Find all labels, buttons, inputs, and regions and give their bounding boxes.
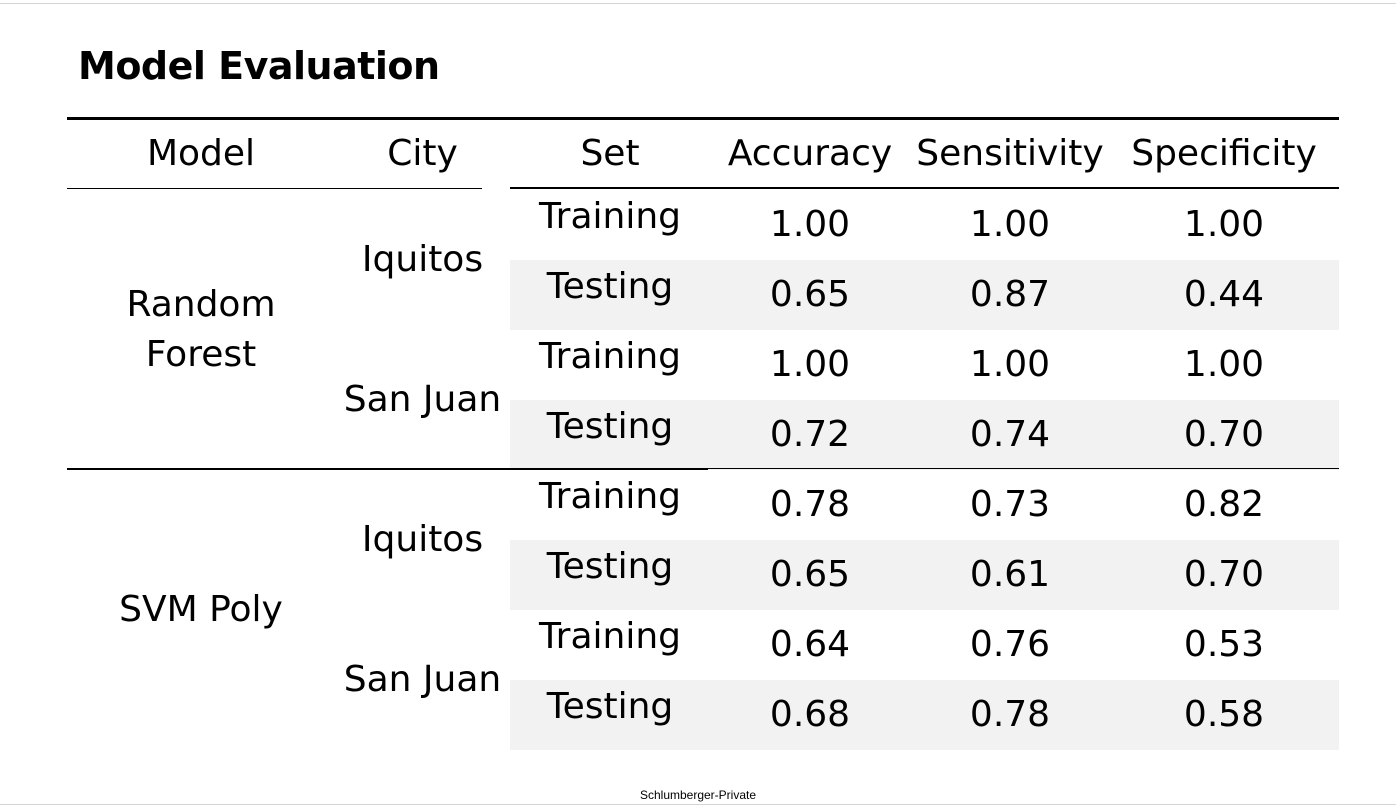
value-specificity: 0.58 <box>1183 694 1265 735</box>
column-header-model: Model <box>146 133 256 174</box>
row-shading <box>510 540 1339 610</box>
value-sensitivity: 0.73 <box>969 484 1051 525</box>
value-specificity: 0.70 <box>1183 414 1265 455</box>
value-sensitivity: 0.78 <box>969 694 1051 735</box>
model-name-line: Random <box>126 284 276 325</box>
set-label: Training <box>538 196 682 237</box>
model-name-line: Forest <box>145 334 257 375</box>
value-sensitivity: 0.76 <box>969 624 1051 665</box>
value-specificity: 0.82 <box>1183 484 1265 525</box>
group-separator <box>67 468 1339 469</box>
value-sensitivity: 1.00 <box>969 344 1051 385</box>
header-bottom-rule <box>67 188 482 189</box>
city-name: San Juan <box>343 659 502 700</box>
value-accuracy: 0.78 <box>769 484 851 525</box>
group-separator <box>67 469 708 470</box>
city-name: Iquitos <box>361 519 484 560</box>
column-header-specificity: Specificity <box>1131 133 1317 174</box>
set-label: Testing <box>546 266 674 307</box>
value-specificity: 1.00 <box>1183 344 1265 385</box>
value-sensitivity: 0.61 <box>969 554 1051 595</box>
row-shading <box>510 400 1339 470</box>
value-specificity: 0.53 <box>1183 624 1265 665</box>
set-label: Testing <box>546 686 674 727</box>
value-accuracy: 1.00 <box>769 344 851 385</box>
value-specificity: 0.70 <box>1183 554 1265 595</box>
value-accuracy: 1.00 <box>769 204 851 245</box>
value-specificity: 1.00 <box>1183 204 1265 245</box>
page-title: Model Evaluation <box>78 44 440 88</box>
column-header-set: Set <box>580 133 640 174</box>
set-label: Training <box>538 616 682 657</box>
value-accuracy: 0.72 <box>769 414 851 455</box>
set-label: Training <box>538 336 682 377</box>
column-header-sensitivity: Sensitivity <box>916 133 1104 174</box>
classification-footer: Schlumberger-Private <box>639 788 757 802</box>
city-name: Iquitos <box>361 239 484 280</box>
value-sensitivity: 0.87 <box>969 274 1051 315</box>
model-name: Random Forest <box>67 190 335 470</box>
set-label: Testing <box>546 406 674 447</box>
value-accuracy: 0.68 <box>769 694 851 735</box>
value-accuracy: 0.64 <box>769 624 851 665</box>
column-header-accuracy: Accuracy <box>727 133 893 174</box>
city-name: San Juan <box>343 379 502 420</box>
header-bottom-rule <box>510 187 1339 189</box>
value-accuracy: 0.65 <box>769 274 851 315</box>
row-shading <box>510 260 1339 330</box>
model-name-line: SVM Poly <box>119 589 283 630</box>
set-label: Testing <box>546 546 674 587</box>
set-label: Training <box>538 476 682 517</box>
top-border <box>0 3 1396 4</box>
value-accuracy: 0.65 <box>769 554 851 595</box>
value-specificity: 0.44 <box>1183 274 1265 315</box>
value-sensitivity: 0.74 <box>969 414 1051 455</box>
header-top-rule <box>67 117 1339 120</box>
column-header-city: City <box>387 133 458 174</box>
value-sensitivity: 1.00 <box>969 204 1051 245</box>
row-shading <box>510 680 1339 750</box>
bottom-border <box>0 804 1396 805</box>
model-name: SVM Poly <box>67 470 335 750</box>
